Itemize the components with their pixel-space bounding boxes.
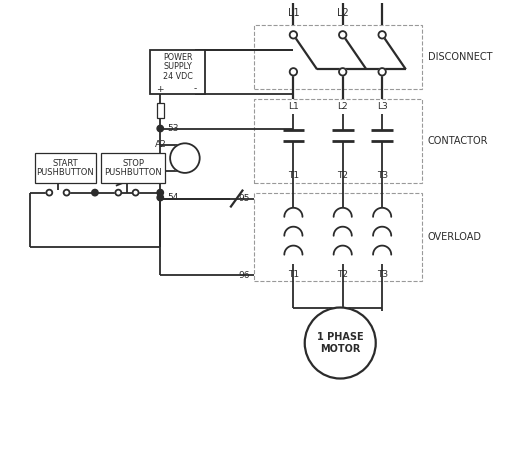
Text: T2: T2: [336, 172, 348, 180]
Text: DISCONNECT: DISCONNECT: [427, 52, 491, 62]
Circle shape: [338, 68, 346, 75]
Text: 54: 54: [167, 193, 179, 202]
Text: L2: L2: [337, 102, 347, 111]
Text: 24 VDC: 24 VDC: [162, 72, 192, 81]
Text: OVERLOAD: OVERLOAD: [427, 232, 480, 242]
Bar: [253, 192, 421, 282]
Text: T3: T3: [376, 270, 387, 279]
Text: 53: 53: [167, 124, 179, 133]
Text: 96: 96: [238, 271, 249, 280]
Circle shape: [92, 190, 98, 196]
Text: T2: T2: [336, 270, 348, 279]
Circle shape: [157, 190, 163, 196]
Bar: [101, 153, 165, 183]
Bar: [253, 99, 421, 183]
Text: T1: T1: [287, 270, 298, 279]
Circle shape: [378, 68, 385, 75]
Text: START: START: [52, 158, 78, 167]
Text: PUSHBUTTON: PUSHBUTTON: [36, 168, 94, 177]
Text: -: -: [193, 84, 196, 93]
Text: L3: L3: [376, 102, 387, 111]
Text: SUPPLY: SUPPLY: [163, 63, 191, 72]
Text: +: +: [156, 84, 164, 93]
Text: L1: L1: [288, 102, 298, 111]
Circle shape: [132, 190, 138, 196]
Text: 1 PHASE
MOTOR: 1 PHASE MOTOR: [316, 332, 363, 354]
Bar: [253, 25, 421, 89]
Text: PUSHBUTTON: PUSHBUTTON: [104, 168, 162, 177]
Text: A1: A1: [154, 167, 166, 176]
Text: A2: A2: [154, 140, 166, 149]
Text: T1: T1: [287, 172, 298, 180]
Circle shape: [289, 31, 297, 38]
Circle shape: [115, 190, 121, 196]
Bar: [35, 153, 96, 183]
Bar: [150, 50, 204, 94]
Circle shape: [378, 31, 385, 38]
Text: M1: M1: [178, 154, 191, 163]
Circle shape: [157, 194, 163, 201]
Text: POWER: POWER: [162, 53, 192, 62]
Circle shape: [170, 143, 200, 173]
Circle shape: [64, 190, 69, 196]
Text: L1: L1: [287, 8, 299, 18]
Circle shape: [289, 68, 297, 75]
Circle shape: [338, 31, 346, 38]
Text: L2: L2: [336, 8, 348, 18]
Text: CONTACTOR: CONTACTOR: [427, 136, 487, 146]
Text: T3: T3: [376, 172, 387, 180]
Text: 95: 95: [238, 194, 249, 203]
Text: STOP: STOP: [122, 158, 144, 167]
Bar: [156, 103, 163, 118]
Circle shape: [157, 125, 163, 132]
Circle shape: [46, 190, 52, 196]
Circle shape: [304, 308, 375, 379]
